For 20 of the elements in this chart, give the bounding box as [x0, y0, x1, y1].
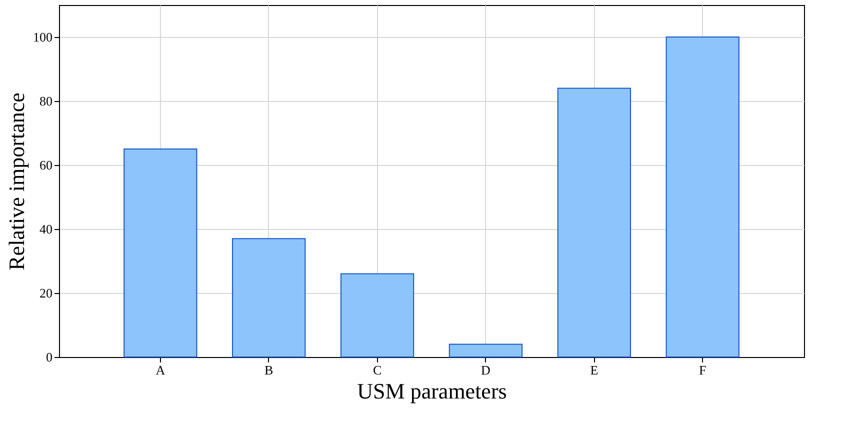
x-tick-label: C: [372, 362, 382, 378]
y-tick-label: 40: [40, 222, 52, 236]
bar: [666, 36, 740, 358]
x-tick-label: B: [264, 362, 274, 378]
x-tick-label: D: [481, 362, 490, 378]
bar: [232, 238, 306, 358]
x-axis-title: USM parameters: [357, 378, 507, 404]
bar: [340, 273, 414, 358]
bar: [557, 88, 631, 358]
x-tick-label: E: [590, 362, 598, 378]
x-tick-label: F: [698, 362, 706, 378]
bar: [124, 148, 198, 358]
y-tick-label: 20: [40, 286, 52, 300]
y-tick-label: 100: [33, 30, 52, 44]
bar: [448, 344, 523, 358]
x-tick-label: A: [156, 362, 166, 378]
y-tick-label: 60: [40, 158, 52, 172]
y-tick-label: 80: [40, 94, 52, 108]
y-axis-title: Relative importance: [4, 92, 29, 270]
y-tick-label: 0: [46, 350, 52, 364]
